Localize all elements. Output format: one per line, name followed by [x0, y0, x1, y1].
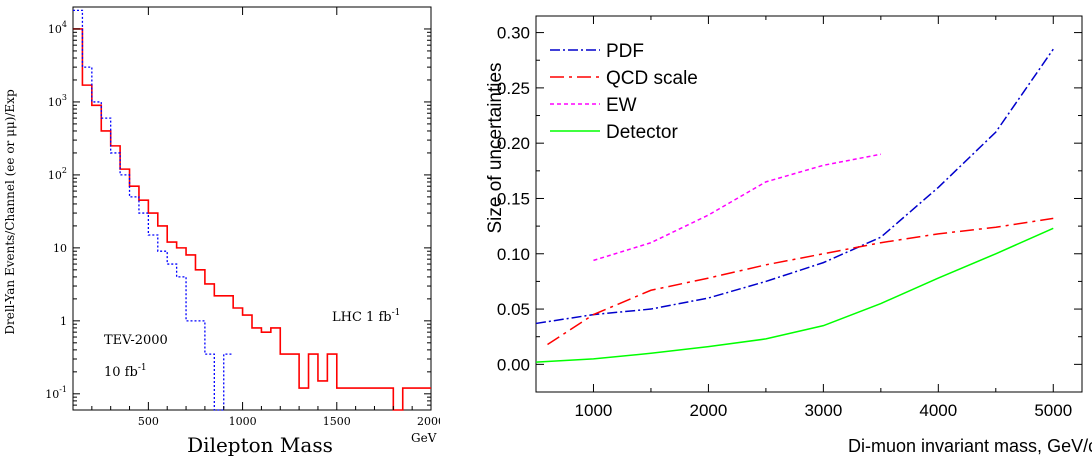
y-tick-label: 0.20 [497, 134, 530, 153]
y-tick-label: 0.10 [497, 245, 530, 264]
tev-annotation: TEV-2000 [104, 333, 168, 348]
x-tick-label: 1500 [323, 415, 351, 428]
histogram-panel: 50010001500200010410310210110-1 Drell-Ya… [0, 0, 445, 465]
y-tick-label: 0.25 [497, 79, 530, 98]
y-tick-label: 1 [60, 315, 67, 328]
y-tick-label: 10 [53, 242, 67, 255]
x-tick-label: 4000 [919, 401, 957, 420]
plot-frame [535, 15, 1083, 393]
series-line [73, 28, 431, 411]
x-tick-label: 2000 [417, 415, 440, 428]
uncertainty-panel: 1000 2000 3000 4000 5000 0.00 0.05 0.10 0.15 0.20… [470, 0, 1092, 465]
x-tick-label: 5000 [1034, 401, 1072, 420]
series-line [535, 227, 1054, 363]
x-tick-label: 1000 [575, 401, 613, 420]
x-tick-label: 1000 [229, 415, 257, 428]
histogram-chart: 50010001500200010410310210110-1 Drell-Ya… [3, 6, 445, 457]
legend: PDF QCD scale EW Detector [550, 41, 698, 143]
x-axis-label: Dilepton Mass [187, 433, 333, 457]
series-line [547, 217, 1054, 346]
y-axis-label: Size of uncertainties [485, 62, 506, 233]
legend-label: QCD scale [606, 68, 698, 89]
plot-frame [72, 6, 432, 411]
y-tick-label: 0.15 [497, 189, 530, 208]
x-tick-label: 2000 [690, 401, 728, 420]
uncertainty-chart: 1000 2000 3000 4000 5000 0.00 0.05 0.10 0.15 0.20… [485, 15, 1092, 456]
legend-label: PDF [606, 41, 644, 62]
y-tick-label: 10-1 [45, 385, 67, 401]
y-tick-label: 103 [48, 93, 67, 109]
y-tick-label: 102 [48, 166, 67, 182]
legend-label: EW [606, 95, 637, 116]
y-tick-label: 0.00 [497, 355, 530, 374]
y-axis-label: Drell-Yan Events/Channel (ee or μμ)/Exp [3, 89, 17, 335]
lumi-annotation: 10 fb-1 [104, 363, 147, 380]
series-line [73, 9, 234, 411]
lhc-annotation: LHC 1 fb-1 [332, 308, 400, 325]
x-tick-label: 3000 [804, 401, 842, 420]
series-line [535, 48, 1054, 325]
y-tick-label: 104 [48, 20, 67, 36]
x-axis-label: Di-muon invariant mass, GeV/c2 [848, 433, 1092, 456]
x-unit-label: GeV [411, 431, 437, 445]
y-tick-label: 0.30 [497, 24, 530, 43]
x-tick-label: 500 [138, 415, 159, 428]
series-line [593, 153, 881, 262]
legend-label: Detector [606, 122, 678, 143]
y-tick-label: 0.05 [497, 300, 530, 319]
